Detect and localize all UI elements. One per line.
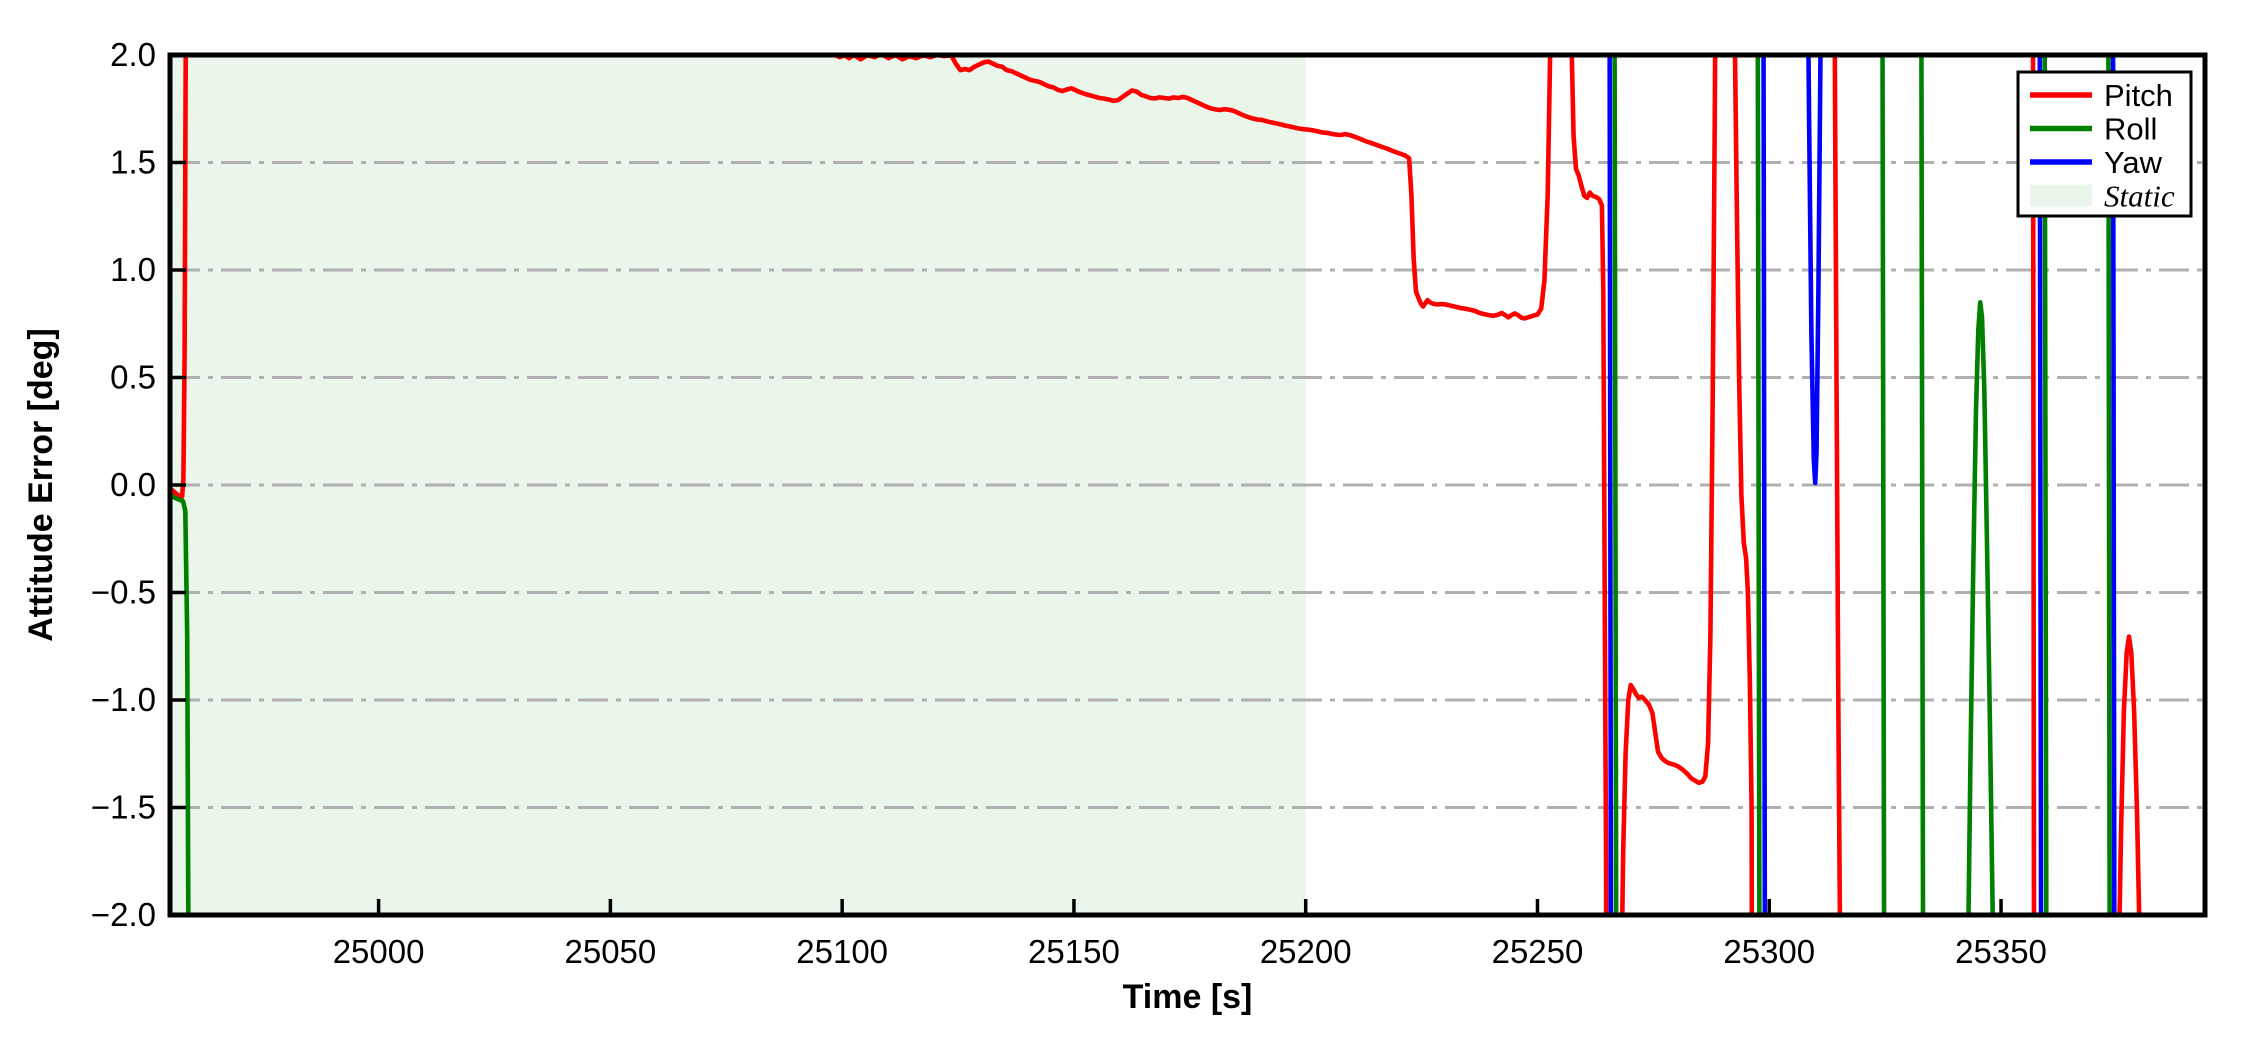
x-axis: 25000 25050 25100 25150 25200 25250 25300 25350 — [333, 899, 2047, 970]
x-tick-label-25050: 25050 — [564, 933, 656, 970]
x-tick-label-25150: 25150 — [1028, 933, 1120, 970]
y-tick-label-1.5: 1.5 — [110, 144, 156, 181]
pitch-series-segment-1 — [832, 55, 1553, 321]
x-tick-label-25250: 25250 — [1492, 933, 1584, 970]
x-tick-label-25000: 25000 — [333, 933, 425, 970]
x-tick-label-25200: 25200 — [1260, 933, 1352, 970]
y-axis-label: Attitude Error [deg] — [22, 328, 60, 642]
y-axis: −2.0 −1.5 −1.0 −0.5 0.0 0.5 1.0 1.5 2.0 — [91, 36, 186, 933]
x-tick-label-25300: 25300 — [1723, 933, 1815, 970]
legend-label-roll: Roll — [2104, 112, 2157, 147]
yaw-series-segment-1 — [1761, 55, 1768, 915]
y-tick-label-0: 0.0 — [110, 466, 156, 503]
x-tick-label-25100: 25100 — [796, 933, 888, 970]
gridlines — [170, 161, 2205, 809]
pitch-series-segment-5 — [1832, 55, 1843, 915]
roll-series-segment-1 — [1612, 55, 1619, 915]
y-tick-label--1: −1.0 — [91, 681, 156, 718]
pitch-series-segment-0 — [170, 55, 189, 500]
series-group — [170, 55, 2142, 915]
legend-label-yaw: Yaw — [2104, 145, 2163, 180]
y-tick-label-2: 2.0 — [110, 36, 156, 73]
pitch-series-segment-3 — [1619, 55, 1718, 915]
yaw-series-segment-2 — [1806, 55, 1823, 486]
roll-series-segment-2 — [1755, 55, 1762, 915]
yaw-series-segment-4 — [2110, 55, 2117, 915]
roll-series-segment-4 — [1919, 55, 1926, 915]
yaw-series-segment-3 — [2037, 55, 2044, 915]
roll-series-segment-6 — [2042, 55, 2049, 915]
y-tick-label--1.5: −1.5 — [91, 789, 156, 826]
pitch-series-segment-4 — [1732, 55, 1755, 915]
pitch-series-segment-2 — [1569, 55, 1609, 915]
roll-series-segment-3 — [1880, 55, 1887, 915]
roll-series-segment-5 — [1966, 300, 1996, 915]
yaw-series-segment-0 — [1607, 55, 1614, 915]
x-tick-label-25350: 25350 — [1955, 933, 2047, 970]
legend-patch-static — [2030, 184, 2092, 207]
legend-label-pitch: Pitch — [2104, 78, 2173, 113]
y-tick-label-1: 1.0 — [110, 251, 156, 288]
roll-series-segment-7 — [2106, 55, 2112, 915]
x-axis-label: Time [s] — [1123, 978, 1253, 1016]
legend-label-static: Static — [2104, 179, 2175, 214]
y-tick-label-0.5: 0.5 — [110, 359, 156, 396]
roll-series-segment-0 — [170, 493, 191, 915]
y-tick-label--2: −2.0 — [91, 896, 156, 933]
y-tick-label--0.5: −0.5 — [91, 574, 156, 611]
pitch-series-segment-7 — [2117, 634, 2142, 915]
pitch-series-segment-6 — [2030, 55, 2037, 915]
